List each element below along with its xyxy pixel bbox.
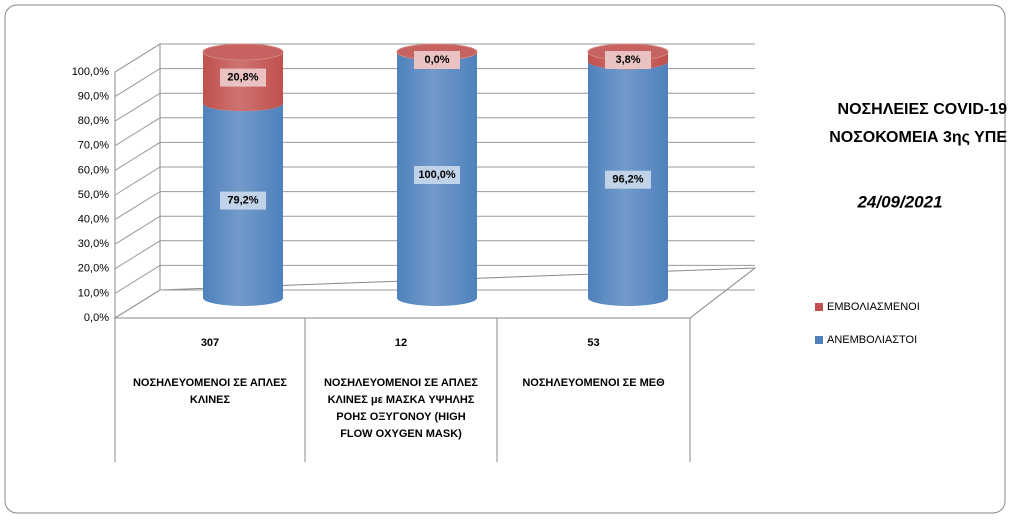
x-tick-label: ΚΛΙΝΕΣ <box>190 394 231 406</box>
value-label: 0,0% <box>424 54 449 66</box>
value-label-bg <box>220 191 266 210</box>
value-label-bg <box>605 170 651 189</box>
x-tick-label: ΡΟΗΣ ΟΞΥΓΟΝΟΥ (HIGH <box>336 411 465 423</box>
bar-cap <box>202 43 284 61</box>
value-label: 100,0% <box>418 169 456 181</box>
legend-label: ΕΜΒΟΛΙΑΣΜΕΝΟΙ <box>827 301 920 313</box>
chart-subtitle: 24/09/2021 <box>856 192 942 211</box>
y-tick-label: 80,0% <box>78 115 109 127</box>
y-tick-label: 30,0% <box>78 238 109 250</box>
value-label-bg <box>605 51 651 69</box>
grid-line <box>114 166 755 196</box>
grid-line <box>114 92 755 122</box>
value-label: 20,8% <box>227 71 258 83</box>
grid-line <box>114 191 755 221</box>
grid-line <box>114 264 755 294</box>
y-tick-label: 90,0% <box>78 91 109 103</box>
x-tick-label: FLOW OXYGEN MASK) <box>340 428 462 440</box>
x-tick-label: ΝΟΣΗΛΕΥΟΜΕΝΟΙ ΣΕ ΑΠΛΕΣ <box>133 377 287 389</box>
value-label-bg <box>414 51 460 69</box>
y-tick-label: 40,0% <box>78 214 109 226</box>
chart-title: ΝΟΣΟΚΟΜΕΙΑ 3ης ΥΠΕ <box>829 129 1007 146</box>
y-tick-label: 70,0% <box>78 140 109 152</box>
grid-line <box>114 68 755 98</box>
grid-line <box>114 43 755 73</box>
x-tick-label: ΝΟΣΗΛΕΥΟΜΕΝΟΙ ΣΕ ΜΕΘ <box>522 377 665 389</box>
y-tick-label: 10,0% <box>78 287 109 299</box>
value-label-bg <box>414 166 460 184</box>
value-label: 96,2% <box>612 174 643 186</box>
legend-swatch <box>815 303 823 311</box>
legend-label: ΑΝΕΜΒΟΛΙΑΣΤΟΙ <box>827 334 917 346</box>
grid-line <box>114 141 755 171</box>
y-tick-label: 20,0% <box>78 263 109 275</box>
category-count: 53 <box>587 337 599 349</box>
category-count: 12 <box>395 337 407 349</box>
x-tick-label: ΝΟΣΗΛΕΥΟΜΕΝΟΙ ΣΕ ΑΠΛΕΣ <box>324 377 478 389</box>
value-label: 79,2% <box>227 194 258 206</box>
y-tick-label: 0,0% <box>84 312 109 324</box>
grid-line <box>114 240 755 270</box>
grid-line <box>114 289 755 319</box>
grid-line <box>114 117 755 147</box>
chart-border <box>4 4 1006 514</box>
chart-title: ΝΟΣΗΛΕΙΕΣ COVID-19 <box>838 101 1008 118</box>
x-tick-label: ΚΛΙΝΕΣ με ΜΑΣΚΑ ΥΨΗΛΗΣ <box>328 394 475 406</box>
y-tick-label: 60,0% <box>78 164 109 176</box>
y-tick-label: 50,0% <box>78 189 109 201</box>
category-count: 307 <box>201 337 219 349</box>
grid-line <box>114 215 755 245</box>
legend-swatch <box>815 336 823 344</box>
value-label: 3,8% <box>615 54 640 66</box>
value-label-bg <box>220 68 266 87</box>
y-tick-label: 100,0% <box>72 66 110 78</box>
